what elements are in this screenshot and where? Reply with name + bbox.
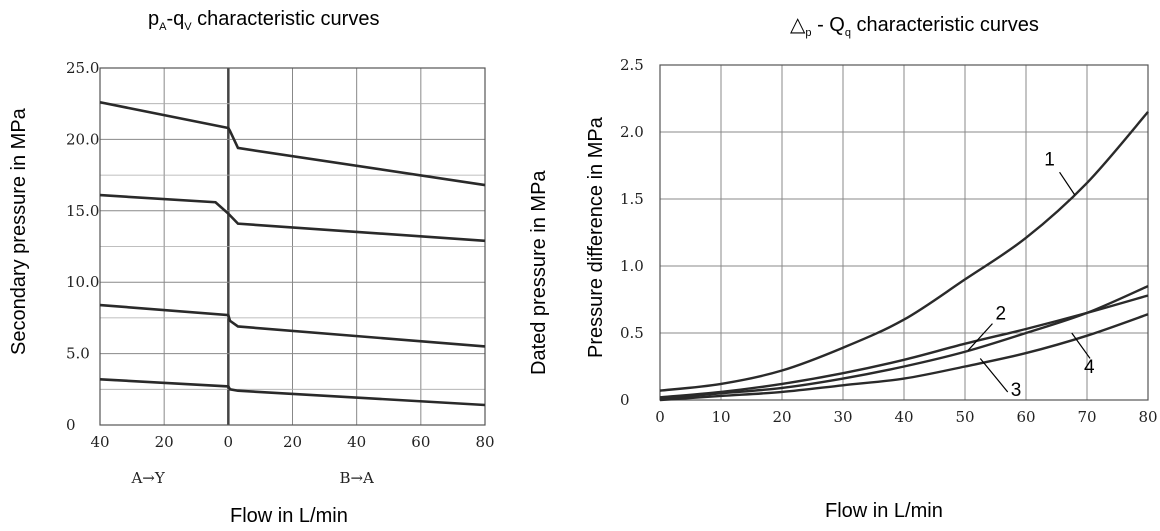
left-x-tick-label: 40 <box>90 433 109 451</box>
series-label-leader <box>1071 332 1091 359</box>
series-label-3: 3 <box>1011 380 1022 401</box>
right-y-tick-label: 1.5 <box>620 190 644 208</box>
right-x-tick-label: 70 <box>1077 408 1096 426</box>
left-title-sub-a: A <box>159 21 167 33</box>
right-chart-title: △p - Qq characteristic curves <box>790 12 1039 39</box>
left-title-mid: -q <box>166 8 185 30</box>
right-x-axis-label: Flow in L/min <box>825 500 943 522</box>
right-y-tick-label: 0 <box>620 391 630 409</box>
left-x-tick-label: 20 <box>155 433 174 451</box>
right-y-tick-label: 0.5 <box>620 324 644 342</box>
left-series-line-4 <box>99 378 486 407</box>
right-title-sub-a: p <box>805 27 812 39</box>
right-title-mid: - Q <box>811 14 845 36</box>
left-x-tick-label: 40 <box>347 433 366 451</box>
right-x-tick-label: 20 <box>772 408 791 426</box>
right-series-line-1 <box>659 111 1149 392</box>
right-plot-frame <box>659 64 1149 401</box>
series-label-4: 4 <box>1084 357 1095 378</box>
left-y-tick-label: 20.0 <box>66 130 99 148</box>
right-x-tick-label: 40 <box>894 408 913 426</box>
right-x-tick-label: 30 <box>833 408 852 426</box>
right-x-tick-label: 0 <box>655 408 665 426</box>
left-y-tick-label: 25.0 <box>66 59 99 77</box>
series-label-2: 2 <box>996 304 1007 325</box>
left-x-tick-label: 80 <box>475 433 494 451</box>
right-y-tick-label: 1.0 <box>620 257 644 275</box>
right-x-tick-label: 80 <box>1138 408 1157 426</box>
left-chart: 40 20 0 20 40 60 80 0 5.0 10.0 15.0 20.0 25.0 A→Y B→A <box>66 59 495 487</box>
right-title-sub-b: q <box>844 27 851 39</box>
right-series-line-2 <box>659 294 1149 399</box>
left-title-main: p <box>148 8 160 30</box>
right-title-tail: characteristic curves <box>850 14 1039 36</box>
left-title-tail: characteristic curves <box>191 8 380 30</box>
direction-label-a-to-y: A→Y <box>130 469 165 487</box>
right-y-tick-label: 2.5 <box>620 56 644 74</box>
left-x-axis-label: Flow in L/min <box>230 505 348 527</box>
left-chart-title: pA-qV characteristic curves <box>148 8 379 33</box>
right-series-line-3 <box>659 285 1149 400</box>
right-x-tick-label: 10 <box>711 408 730 426</box>
left-plot-frame <box>99 67 486 426</box>
right-x-tick-label: 50 <box>955 408 974 426</box>
series-label-leader <box>1059 171 1076 196</box>
left-title-sub-b: V <box>184 21 192 33</box>
left-y-tick-label: 5.0 <box>66 345 90 363</box>
right-x-tick-label: 60 <box>1016 408 1035 426</box>
series-label-1: 1 <box>1044 150 1055 171</box>
left-y-tick-label: 15.0 <box>66 202 99 220</box>
left-x-tick-label: 60 <box>411 433 430 451</box>
right-y-tick-label: 2.0 <box>620 123 644 141</box>
right-chart: 0 10 20 30 40 50 60 70 80 0 0.5 1.0 1.5 2.0 2.5 1 2 3 4 <box>620 56 1158 426</box>
left-x-tick-label: 20 <box>283 433 302 451</box>
left-series-line-1 <box>99 100 486 187</box>
left-y-tick-label: 10.0 <box>66 273 99 291</box>
left-series-line-3 <box>99 303 486 348</box>
series-label-leader <box>967 323 993 351</box>
right-title-main: △ <box>790 14 806 36</box>
series-label-leader <box>979 358 1009 393</box>
left-y-tick-label: 0 <box>66 416 76 434</box>
left-series-line-2 <box>99 193 486 243</box>
direction-label-b-to-a: B→A <box>339 469 374 487</box>
left-x-tick-label: 0 <box>224 433 234 451</box>
